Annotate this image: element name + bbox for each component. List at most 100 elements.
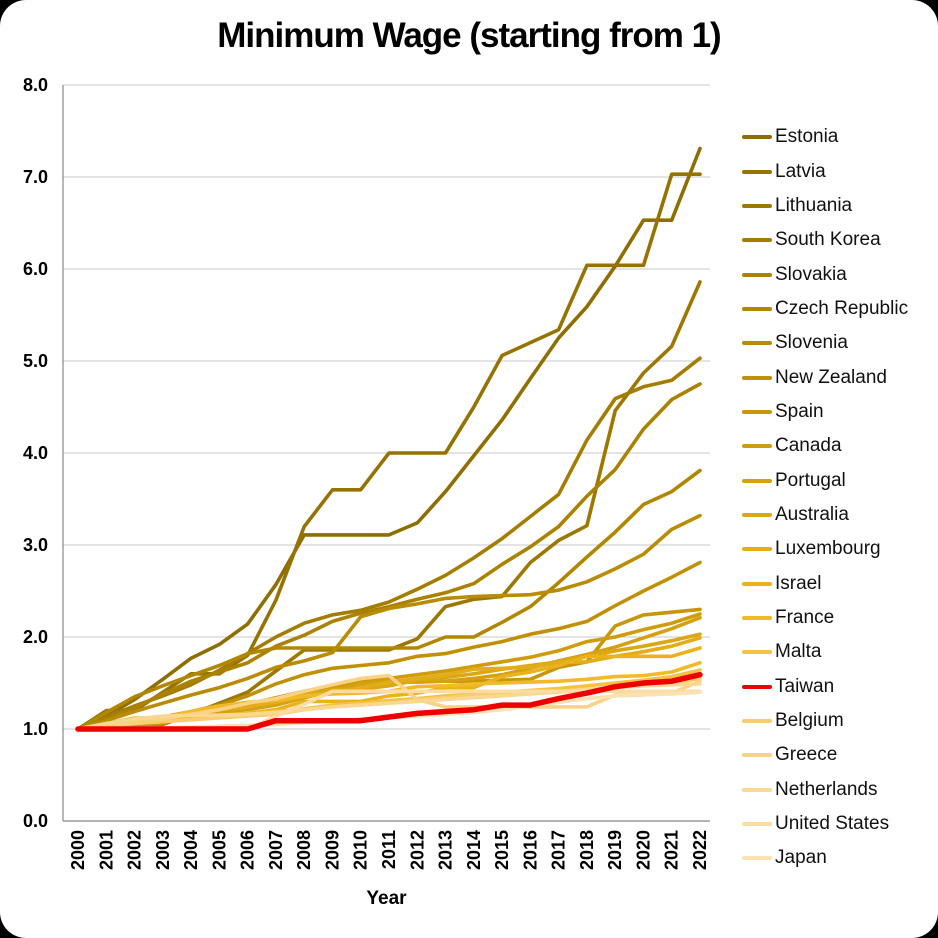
legend-swatch-australia xyxy=(742,512,772,517)
legend-swatch-netherlands xyxy=(742,787,772,792)
legend-item-spain: Spain xyxy=(742,395,938,429)
legend-swatch-czech-republic xyxy=(742,306,772,311)
legend-label-lithuania: Lithuania xyxy=(775,194,853,216)
legend-swatch-japan xyxy=(742,856,772,861)
legend-label-spain: Spain xyxy=(775,400,824,422)
legend-label-france: France xyxy=(775,606,835,628)
legend-swatch-taiwan xyxy=(742,684,772,689)
x-tick-label: 2009 xyxy=(322,830,342,870)
series-line-estonia xyxy=(76,146,702,731)
y-tick-label: 0.0 xyxy=(23,811,48,831)
legend-label-portugal: Portugal xyxy=(775,469,846,491)
legend-swatch-luxembourg xyxy=(742,547,772,552)
x-tick-label: 2014 xyxy=(464,830,484,870)
x-tick-label: 2003 xyxy=(153,830,173,870)
legend-label-new-zealand: New Zealand xyxy=(775,366,887,388)
legend-item-latvia: Latvia xyxy=(742,154,938,188)
y-tick-label: 6.0 xyxy=(23,259,48,279)
legend-item-netherlands: Netherlands xyxy=(742,773,938,807)
legend-item-south-korea: South Korea xyxy=(742,223,938,257)
x-tick-label: 2006 xyxy=(238,830,258,870)
x-tick-label: 2008 xyxy=(294,830,314,870)
legend-item-israel: Israel xyxy=(742,566,938,600)
legend-label-slovenia: Slovenia xyxy=(775,332,848,354)
legend-item-portugal: Portugal xyxy=(742,463,938,497)
y-tick-label: 2.0 xyxy=(23,627,48,647)
legend-item-slovenia: Slovenia xyxy=(742,326,938,360)
x-tick-label: 2015 xyxy=(492,830,512,870)
legend-label-south-korea: South Korea xyxy=(775,229,881,251)
x-tick-label: 2020 xyxy=(633,830,653,870)
x-tick-label: 2004 xyxy=(181,830,201,870)
y-tick-label: 7.0 xyxy=(23,167,48,187)
legend-swatch-latvia xyxy=(742,169,772,174)
legend-label-luxembourg: Luxembourg xyxy=(775,538,881,560)
legend-swatch-canada xyxy=(742,444,772,449)
x-tick-label: 2013 xyxy=(436,830,456,870)
legend-item-canada: Canada xyxy=(742,429,938,463)
legend-label-czech-republic: Czech Republic xyxy=(775,297,909,319)
legend-item-belgium: Belgium xyxy=(742,704,938,738)
legend-label-malta: Malta xyxy=(775,641,822,663)
x-tick-label: 2022 xyxy=(690,830,710,870)
x-tick-label: 2005 xyxy=(209,830,229,870)
legend-swatch-malta xyxy=(742,650,772,655)
y-tick-label: 3.0 xyxy=(23,535,48,555)
legend-label-japan: Japan xyxy=(775,847,827,869)
series-line-slovenia xyxy=(76,513,702,731)
legend-swatch-united-states xyxy=(742,822,772,827)
x-tick-label: 2017 xyxy=(549,830,569,870)
legend-label-estonia: Estonia xyxy=(775,126,839,148)
y-tick-label: 1.0 xyxy=(23,719,48,739)
y-tick-label: 4.0 xyxy=(23,443,48,463)
x-tick-label: 2018 xyxy=(577,830,597,870)
legend-swatch-new-zealand xyxy=(742,375,772,380)
legend-item-greece: Greece xyxy=(742,738,938,772)
legend-item-united-states: United States xyxy=(742,807,938,841)
x-tick-label: 2007 xyxy=(266,830,286,870)
legend-item-taiwan: Taiwan xyxy=(742,670,938,704)
x-tick-label: 2016 xyxy=(520,830,540,870)
legend-label-latvia: Latvia xyxy=(775,160,826,182)
legend-item-lithuania: Lithuania xyxy=(742,189,938,223)
legend-label-australia: Australia xyxy=(775,503,849,525)
legend-label-united-states: United States xyxy=(775,813,890,835)
legend-swatch-lithuania xyxy=(742,203,772,208)
legend-label-canada: Canada xyxy=(775,435,842,457)
x-tick-label: 2021 xyxy=(662,830,682,870)
x-tick-label: 2002 xyxy=(125,830,145,870)
legend-swatch-greece xyxy=(742,753,772,758)
series-line-taiwan xyxy=(75,671,703,732)
y-tick-label: 8.0 xyxy=(23,75,48,95)
x-tick-label: 2010 xyxy=(351,830,371,870)
legend-swatch-spain xyxy=(742,409,772,414)
x-tick-label: 2011 xyxy=(379,830,399,869)
series-line-czech-republic xyxy=(76,468,702,731)
legend-label-taiwan: Taiwan xyxy=(775,675,835,697)
legend-swatch-slovenia xyxy=(742,341,772,346)
legend-label-slovakia: Slovakia xyxy=(775,263,847,285)
legend-swatch-portugal xyxy=(742,478,772,483)
legend-swatch-south-korea xyxy=(742,238,772,243)
legend-label-belgium: Belgium xyxy=(775,710,844,732)
legend-swatch-estonia xyxy=(742,135,772,140)
series-line-slovakia xyxy=(76,382,702,731)
x-axis-label: Year xyxy=(366,888,407,909)
x-tick-label: 2001 xyxy=(96,830,116,870)
legend-item-estonia: Estonia xyxy=(742,120,938,154)
x-tick-label: 2000 xyxy=(68,830,88,870)
legend-label-netherlands: Netherlands xyxy=(775,778,878,800)
legend-item-luxembourg: Luxembourg xyxy=(742,532,938,566)
legend-swatch-belgium xyxy=(742,719,772,724)
y-tick-label: 5.0 xyxy=(23,351,48,371)
legend-item-malta: Malta xyxy=(742,635,938,669)
legend-item-czech-republic: Czech Republic xyxy=(742,292,938,326)
legend-label-israel: Israel xyxy=(775,572,822,594)
legend-item-japan: Japan xyxy=(742,841,938,875)
legend-item-france: France xyxy=(742,601,938,635)
legend-swatch-france xyxy=(742,615,772,620)
series-line-spain xyxy=(76,607,702,731)
legend-item-new-zealand: New Zealand xyxy=(742,360,938,394)
